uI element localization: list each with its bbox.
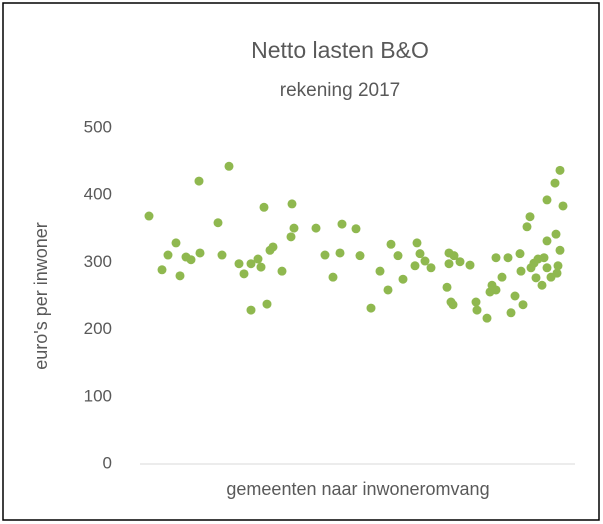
point <box>195 248 205 258</box>
point <box>366 303 376 313</box>
point <box>171 238 181 248</box>
point <box>555 165 565 175</box>
point <box>455 257 465 267</box>
point <box>286 232 296 242</box>
point <box>426 263 436 273</box>
point <box>510 291 520 301</box>
point <box>175 271 185 281</box>
point <box>256 262 266 272</box>
point <box>552 268 562 278</box>
point <box>555 245 565 255</box>
point <box>253 254 263 264</box>
point <box>497 272 507 282</box>
point <box>239 269 249 279</box>
point <box>224 161 234 171</box>
point <box>415 249 425 259</box>
point <box>386 239 396 249</box>
point <box>311 223 321 233</box>
point <box>268 242 278 252</box>
chart-subtitle: rekening 2017 <box>280 80 400 101</box>
y-tick-label: 200 <box>84 319 112 338</box>
y-tick-label: 100 <box>84 386 112 405</box>
point <box>491 285 501 295</box>
point <box>420 256 430 266</box>
point <box>355 251 365 261</box>
point <box>449 251 459 261</box>
point <box>491 253 501 263</box>
point <box>194 176 204 186</box>
chart-title: Netto lasten B&O <box>251 37 429 63</box>
point <box>277 266 287 276</box>
point <box>246 259 256 269</box>
point <box>448 300 458 310</box>
point <box>351 224 361 234</box>
point <box>410 261 420 271</box>
point <box>213 218 223 228</box>
point <box>482 313 492 323</box>
point <box>328 272 338 282</box>
point <box>289 223 299 233</box>
point <box>186 255 196 265</box>
y-tick-label: 400 <box>84 185 112 204</box>
point <box>518 300 528 310</box>
point <box>320 250 330 260</box>
y-tick-label: 300 <box>84 252 112 271</box>
point <box>163 250 173 260</box>
point <box>522 222 532 232</box>
y-tick-label: 500 <box>84 117 112 136</box>
point <box>246 305 256 315</box>
point <box>383 285 393 295</box>
point <box>542 263 552 273</box>
point <box>506 308 516 318</box>
point <box>553 261 563 271</box>
y-tick-label: 0 <box>103 453 112 472</box>
point <box>465 260 475 270</box>
point <box>531 273 541 283</box>
point <box>472 305 482 315</box>
point <box>542 195 552 205</box>
point <box>157 265 167 275</box>
point <box>412 238 422 248</box>
point <box>539 253 549 263</box>
point <box>471 297 481 307</box>
point <box>287 199 297 209</box>
point <box>515 249 525 259</box>
point <box>398 274 408 284</box>
point <box>503 253 513 263</box>
point <box>444 259 454 269</box>
point <box>550 178 560 188</box>
x-axis-label: gemeenten naar inwoneromvang <box>226 479 489 499</box>
point <box>375 266 385 276</box>
point <box>217 250 227 260</box>
point <box>335 248 345 258</box>
point <box>558 201 568 211</box>
point <box>393 251 403 261</box>
y-axis-label: euro's per inwoner <box>31 222 51 370</box>
point <box>144 211 154 221</box>
point <box>442 282 452 292</box>
point <box>551 229 561 239</box>
point <box>234 259 244 269</box>
point <box>337 219 347 229</box>
point <box>259 202 269 212</box>
point <box>516 266 526 276</box>
point <box>262 299 272 309</box>
point <box>537 280 547 290</box>
point <box>542 236 552 246</box>
point <box>525 212 535 222</box>
